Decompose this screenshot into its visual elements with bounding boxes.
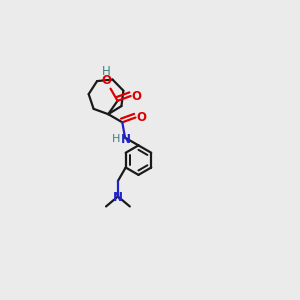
- Text: H: H: [101, 65, 110, 78]
- Text: O: O: [136, 111, 146, 124]
- Text: O: O: [131, 89, 141, 103]
- Text: N: N: [113, 191, 123, 204]
- Text: H: H: [112, 134, 121, 144]
- Text: O: O: [101, 74, 111, 87]
- Text: N: N: [121, 133, 131, 146]
